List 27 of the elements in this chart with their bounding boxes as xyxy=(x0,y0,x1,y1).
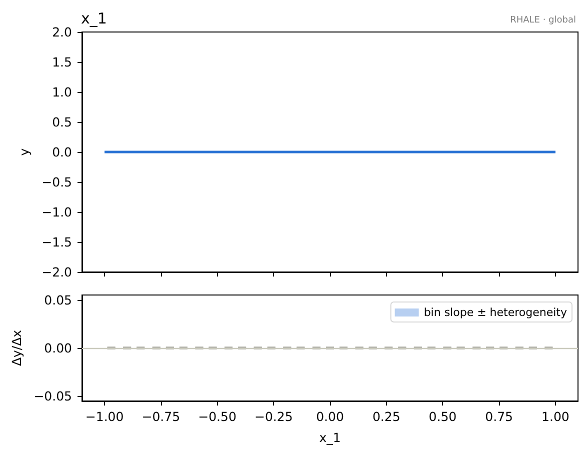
y-tick-label: 0.5 xyxy=(52,114,72,130)
y-tick-label: 0.00 xyxy=(44,340,72,356)
y-tick-label: −0.5 xyxy=(42,174,72,190)
x-tick-label: −0.50 xyxy=(198,409,236,424)
y-tick-label: 0.0 xyxy=(52,144,72,160)
y-tick-label: −2.0 xyxy=(42,264,72,280)
x-tick-label: 0.00 xyxy=(316,409,344,424)
x-tick-label: −0.75 xyxy=(142,409,180,424)
chart-title: x_1 xyxy=(81,10,107,28)
legend-label: bin slope ± heterogeneity xyxy=(424,306,568,319)
y-tick-label: −0.05 xyxy=(34,388,72,404)
x-axis-title: x_1 xyxy=(319,430,341,445)
x-tick-label: 1.00 xyxy=(542,409,570,424)
y-tick-label: 1.5 xyxy=(52,54,72,70)
y-axis-title: y xyxy=(16,148,32,156)
y-tick-label: −1.0 xyxy=(42,204,72,220)
x-tick-label: 0.75 xyxy=(485,409,514,424)
y-axis-title: Δy/Δx xyxy=(8,330,24,366)
x-tick-label: 0.25 xyxy=(372,409,400,424)
y-tick-label: −1.5 xyxy=(42,234,72,250)
x-tick-label: −0.25 xyxy=(254,409,293,424)
text: RHALE · global xyxy=(510,16,576,26)
y-tick-label: 1.0 xyxy=(52,84,72,100)
x-tick-label: 0.50 xyxy=(428,409,457,424)
x-tick-label: −1.00 xyxy=(85,409,124,424)
y-tick-label: 2.0 xyxy=(52,24,72,40)
y-tick-label: 0.05 xyxy=(44,292,72,308)
